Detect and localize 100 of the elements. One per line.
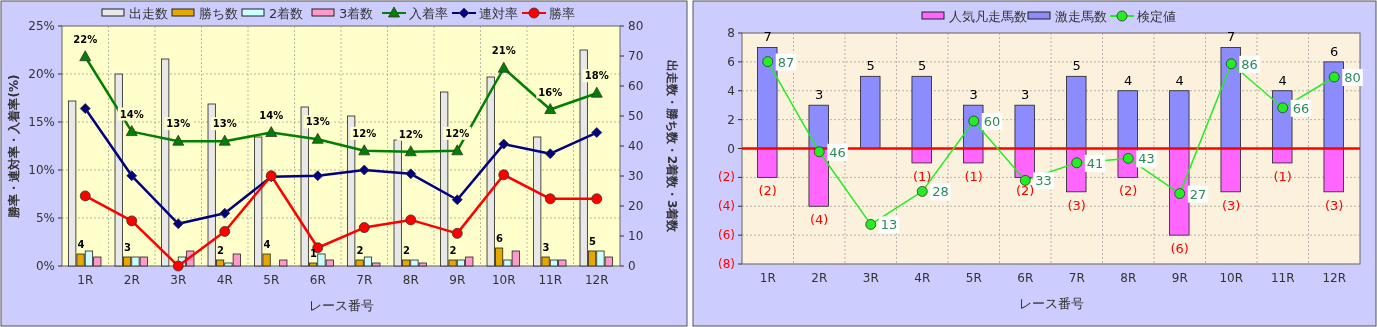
x-tick-label: 9R xyxy=(449,273,466,287)
x-tick-label: 9R xyxy=(1171,271,1188,285)
x-tick-label: 5R xyxy=(965,271,982,285)
data-label: 3 xyxy=(1021,87,1030,103)
data-label: (2) xyxy=(1119,183,1138,199)
legend-label: 人気凡走馬数 xyxy=(949,9,1027,24)
x-tick-label: 4R xyxy=(914,271,931,285)
x-tick-label: 8R xyxy=(1120,271,1137,285)
data-label: 3 xyxy=(815,87,824,103)
data-label: 4 xyxy=(1175,72,1184,88)
y2-tick-label: 80 xyxy=(628,19,644,33)
x-tick-label: 6R xyxy=(309,273,326,287)
data-label: (3) xyxy=(1067,197,1086,213)
data-label: 13 xyxy=(880,217,898,233)
y-tick-label: 25% xyxy=(28,19,55,33)
y-tick-label: (8) xyxy=(718,257,735,271)
data-label: 46 xyxy=(829,144,846,160)
y-tick-label: 2 xyxy=(727,112,735,127)
y-tick-label: (4) xyxy=(718,199,735,214)
data-label: (1) xyxy=(913,168,932,184)
y-tick-label: 20% xyxy=(28,67,55,81)
data-label: (3) xyxy=(1222,197,1241,213)
data-label: (4) xyxy=(810,212,829,228)
legend-label: 検定値 xyxy=(1137,9,1176,24)
data-label: 3 xyxy=(969,87,978,103)
data-label: 2 xyxy=(449,245,457,256)
y-tick-label: 8 xyxy=(727,26,735,40)
y-tick-label: 4 xyxy=(727,83,735,98)
data-label: 3 xyxy=(124,242,132,253)
data-label: (2) xyxy=(758,183,777,199)
data-label: 5 xyxy=(589,236,597,247)
y2-tick-label: 60 xyxy=(628,79,644,93)
data-label: 4 xyxy=(263,239,271,250)
data-label: 41 xyxy=(1086,155,1104,171)
data-label: 27 xyxy=(1189,186,1207,202)
x-tick-label: 1R xyxy=(759,271,776,285)
x-tick-label: 8R xyxy=(402,273,419,287)
legend-label: 激走馬数 xyxy=(1055,9,1107,24)
y-tick-label: 0 xyxy=(727,141,735,156)
data-label: 60 xyxy=(983,114,1001,129)
data-label: 4 xyxy=(77,239,85,250)
x-tick-label: 3R xyxy=(862,271,879,285)
data-label: 5 xyxy=(918,58,927,74)
y-tick-label: 0% xyxy=(35,259,55,273)
y-tick-label: (6) xyxy=(718,228,735,243)
data-label: 2 xyxy=(356,245,364,256)
data-label: 18% xyxy=(584,70,609,82)
y2-tick-label: 70 xyxy=(628,49,644,63)
data-label: 28 xyxy=(932,184,949,200)
y-tick-label: (2) xyxy=(718,170,735,185)
legend-label: 勝率 xyxy=(549,6,575,21)
y2-tick-label: 0 xyxy=(628,259,636,273)
y-tick-label: 5% xyxy=(35,211,55,225)
y2-axis-title: 出走数・勝ち数・2着数・3着数 xyxy=(665,59,679,234)
y-tick-label: 6 xyxy=(727,54,735,69)
legend-label: 勝ち数 xyxy=(199,6,238,21)
x-axis-title: レース番号 xyxy=(308,298,374,313)
data-label: 12% xyxy=(445,127,470,139)
data-label: 3 xyxy=(542,242,550,253)
x-tick-label: 11R xyxy=(538,273,563,287)
y2-tick-label: 10 xyxy=(628,229,644,243)
data-label: 33 xyxy=(1035,173,1052,189)
data-label: 80 xyxy=(1344,70,1361,85)
data-label: 1 xyxy=(310,248,318,259)
data-label: 6 xyxy=(1330,43,1339,59)
data-label: 16% xyxy=(538,86,563,98)
legend-label: 2着数 xyxy=(269,6,304,21)
y2-tick-label: 20 xyxy=(628,199,644,213)
data-label: (1) xyxy=(964,168,983,184)
x-tick-label: 6R xyxy=(1017,271,1034,285)
data-label: 66 xyxy=(1292,100,1310,116)
data-label: 12% xyxy=(352,127,377,139)
x-tick-label: 12R xyxy=(1322,271,1347,285)
y-axis-title: 勝率・連対率・入着率(%) xyxy=(7,74,21,219)
data-label: (1) xyxy=(1273,168,1292,184)
data-label: 7 xyxy=(1227,29,1236,45)
data-label: 13% xyxy=(166,118,191,130)
y-tick-label: 10% xyxy=(28,163,55,177)
data-label: 13% xyxy=(305,116,330,128)
legend-label: 出走数 xyxy=(129,6,168,21)
data-label: 86 xyxy=(1241,56,1258,72)
x-tick-label: 2R xyxy=(123,273,140,287)
x-tick-label: 7R xyxy=(1068,271,1085,285)
data-label: 2 xyxy=(403,245,411,256)
data-label: (3) xyxy=(1325,197,1344,213)
data-label: 43 xyxy=(1138,151,1155,167)
x-tick-label: 2R xyxy=(811,271,828,285)
data-label: 13% xyxy=(212,118,237,130)
x-tick-label: 10R xyxy=(1219,271,1244,285)
data-label: 14% xyxy=(119,108,144,120)
x-tick-label: 3R xyxy=(170,273,187,287)
x-tick-label: 10R xyxy=(491,273,516,287)
legend-label: 3着数 xyxy=(339,6,374,21)
data-label: 2 xyxy=(217,245,225,256)
data-label: 21% xyxy=(491,45,516,57)
data-label: 12% xyxy=(398,128,423,140)
x-tick-label: 11R xyxy=(1270,271,1295,285)
x-tick-label: 12R xyxy=(584,273,609,287)
x-tick-label: 5R xyxy=(263,273,280,287)
data-label: (6) xyxy=(1170,241,1189,257)
